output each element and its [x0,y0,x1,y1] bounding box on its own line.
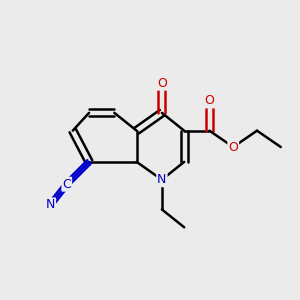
Text: C: C [62,178,71,191]
Text: O: O [228,140,238,154]
Text: O: O [157,76,167,90]
Text: N: N [157,173,167,186]
Text: O: O [205,94,214,107]
Text: N: N [46,199,55,212]
